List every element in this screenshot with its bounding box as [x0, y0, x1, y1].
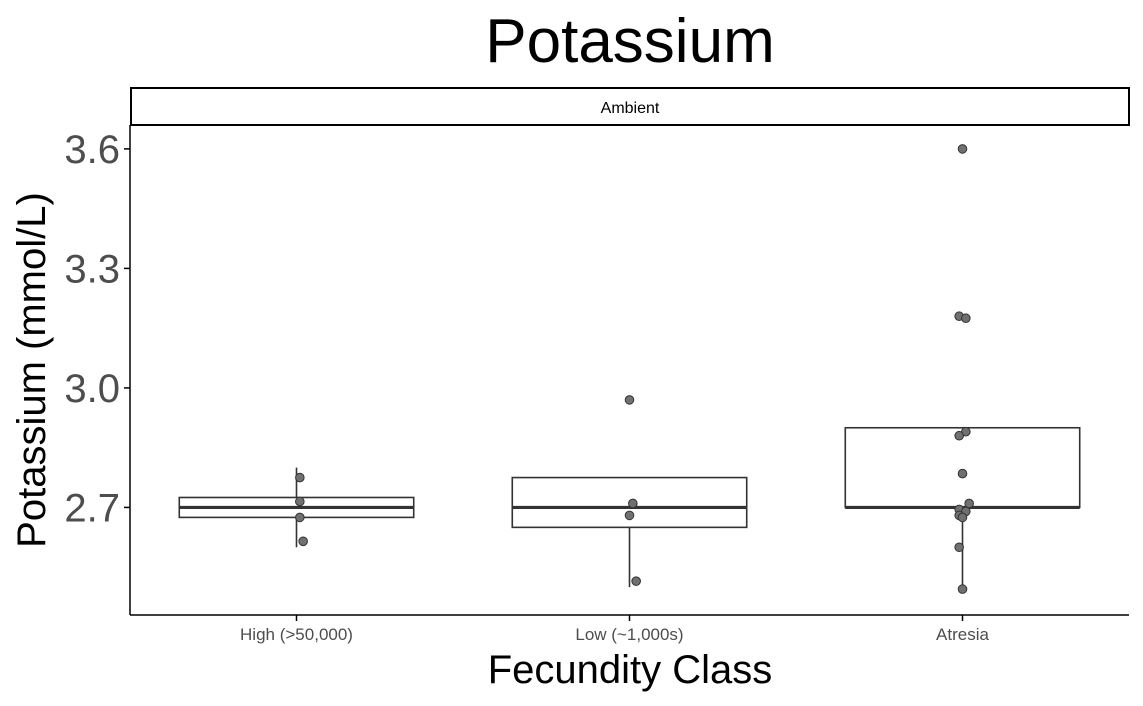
- data-point: [954, 542, 964, 553]
- x-axis-title: Fecundity Class: [488, 648, 773, 692]
- y-ticks: 2.7 3.0 3.3 3.6: [64, 128, 130, 530]
- box-body: [844, 426, 1081, 509]
- x-ticks: High (>50,000) Low (~1,000s) Atresia: [240, 615, 989, 644]
- point-series: [295, 144, 974, 594]
- data-point: [295, 472, 305, 483]
- data-point: [631, 576, 641, 586]
- y-tick-label: 3.6: [64, 128, 120, 172]
- data-point: [961, 313, 971, 324]
- y-tick-label: 2.7: [64, 486, 120, 530]
- box-1: [511, 476, 748, 588]
- data-point: [957, 144, 968, 154]
- facet-strip: [130, 87, 1130, 126]
- x-tick-label: High (>50,000): [240, 625, 353, 644]
- x-axis: High (>50,000) Low (~1,000s) Atresia: [130, 614, 1129, 644]
- box-series: [178, 426, 1081, 588]
- data-point: [298, 536, 308, 547]
- x-tick-label: Low (~1,000s): [575, 625, 683, 644]
- data-point: [624, 395, 635, 405]
- data-point: [624, 510, 635, 521]
- data-point: [628, 498, 638, 509]
- data-point: [957, 512, 968, 523]
- y-axis: 2.7 3.0 3.3 3.6: [64, 125, 131, 615]
- facet-strip-label: Ambient: [601, 100, 660, 117]
- data-point: [957, 468, 968, 479]
- chart-title: Potassium: [485, 7, 774, 76]
- y-tick-label: 3.3: [64, 247, 120, 291]
- data-point: [954, 430, 964, 441]
- box-2: [844, 426, 1081, 588]
- data-point: [295, 496, 305, 507]
- y-tick-label: 3.0: [64, 367, 120, 411]
- data-point: [957, 584, 968, 594]
- x-tick-label: Atresia: [936, 625, 989, 644]
- y-axis-title: Potassium (mmol/L): [10, 192, 54, 548]
- data-point: [964, 498, 974, 509]
- data-point: [295, 512, 305, 523]
